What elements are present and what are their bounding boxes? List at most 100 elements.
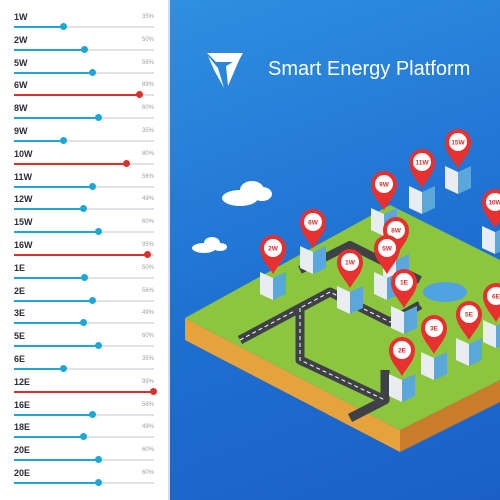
usage-slider-handle[interactable] [89,182,97,190]
pin-label: 5W [382,246,393,253]
usage-slider-handle[interactable] [95,456,102,464]
building [456,338,469,366]
sidebar-item[interactable]: 8W 60% [14,103,154,125]
usage-slider-handle[interactable] [89,68,97,76]
map-pin[interactable]: 1W [337,249,363,314]
usage-slider-handle[interactable] [95,342,102,350]
building [389,374,402,402]
usage-slider-handle[interactable] [79,433,87,441]
pin-badge [425,319,443,337]
map-pin[interactable]: 6E [483,283,500,348]
sidebar-item[interactable]: 5W 56% [14,58,154,80]
usage-slider-handle[interactable] [149,387,157,395]
map-pin[interactable]: 1E [391,269,417,334]
pin-label: 2E [398,348,407,355]
sidebar-item[interactable]: 1W 35% [14,12,154,34]
usage-slider-handle[interactable] [60,23,67,30]
map-pin[interactable]: 6W [300,209,326,274]
sidebar-item-label: 5E [14,331,26,342]
sidebar-item[interactable]: 5E 60% [14,331,154,353]
pin-label: 6W [308,220,319,227]
building-windows [273,272,286,300]
sidebar-item[interactable]: 12W 49% [14,194,154,216]
pin-label: 2W [268,246,279,253]
usage-slider-handle[interactable] [79,319,87,327]
pond [423,282,467,302]
usage-fill [14,117,98,120]
map-pin[interactable]: 15W [445,129,471,194]
map-pin[interactable]: 11W [409,149,435,214]
sidebar-item-label: 11W [14,171,33,182]
sidebar-item[interactable]: 2W 50% [14,35,154,57]
usage-slider-handle[interactable] [144,251,151,258]
map-pin[interactable]: 2W [260,235,286,300]
map-pin[interactable]: 2E [389,337,415,402]
sidebar-item[interactable]: 16E 56% [14,400,154,422]
sidebar-item-label: 8W [14,103,28,114]
sidebar-item[interactable]: 11W 56% [14,172,154,194]
usage-track [14,251,154,258]
sidebar-item-percent: 49% [141,424,154,431]
sidebar-item[interactable]: 1E 50% [14,263,154,285]
sidebar-item-percent: 95% [141,242,154,248]
sidebar-item-percent: 50% [141,264,154,271]
usage-fill [14,71,93,74]
pin-label: 5E [465,312,474,319]
usage-track [14,319,154,327]
usage-slider-handle[interactable] [60,365,67,372]
sidebar-item[interactable]: 3E 49% [14,308,154,330]
usage-fill [14,345,98,348]
sidebar-divider [168,0,170,500]
map-pin[interactable]: 10W [482,189,500,254]
usage-slider-handle[interactable] [79,205,87,213]
city-map: 15W 11W 9W 10W 6W 8W 2W 1W 5W 1E 3E 2E 5E 6E [185,129,500,452]
building-windows [496,324,500,348]
usage-slider-handle[interactable] [95,228,102,236]
map-pin[interactable]: 3E [421,315,447,380]
pin-badge [395,273,413,291]
sidebar-item-label: 18E [14,422,31,433]
usage-slider-handle[interactable] [123,159,130,167]
road [347,370,390,423]
building [483,320,496,348]
pin-label: 3E [430,326,439,333]
sidebar-item-percent: 56% [141,59,154,66]
building [445,166,458,194]
usage-slider-handle[interactable] [81,273,88,281]
pin-badge [341,253,359,271]
sidebar-item-percent: 60% [141,470,154,476]
sidebar-item-label: 20E [14,445,31,456]
sidebar-item[interactable]: 2E 56% [14,286,154,308]
sidebar-item[interactable]: 16W 95% [14,240,154,262]
sidebar-item[interactable]: 18E 49% [14,422,154,444]
sidebar-item-percent: 56% [141,287,154,294]
sidebar-item-percent: 56% [141,173,154,180]
sidebar-item[interactable]: 6E 35% [14,354,154,376]
usage-slider-handle[interactable] [95,479,102,486]
sidebar-item-label: 5W [14,57,28,68]
sidebar-item[interactable]: 6W 89% [14,80,154,102]
building [300,246,313,274]
usage-slider-handle[interactable] [60,137,67,144]
map-pin[interactable]: 5E [456,301,482,366]
island-side-left [185,318,400,452]
sidebar-item[interactable]: 20E 60% [14,445,154,467]
sidebar-item-label: 3E [14,308,26,319]
sidebar-item[interactable]: 15W 60% [14,217,154,239]
sidebar-item[interactable]: 12E 99% [14,377,157,399]
usage-fill [14,208,83,211]
sidebar-item-label: 16E [14,399,31,410]
usage-track [14,114,154,122]
usage-track [14,296,154,304]
usage-slider-handle[interactable] [89,410,97,418]
sidebar-item[interactable]: 20E 60% [14,468,154,490]
sidebar-item[interactable]: 9W 35% [14,126,154,148]
sidebar-item-percent: 56% [141,401,154,408]
usage-slider-handle[interactable] [81,45,88,53]
usage-slider-handle[interactable] [89,296,97,304]
usage-slider-handle[interactable] [95,114,102,122]
map-pin[interactable]: 5W [374,235,400,300]
sidebar-item[interactable]: 10W 80% [14,149,154,171]
pin-badge [460,305,478,323]
usage-slider-handle[interactable] [135,91,143,99]
